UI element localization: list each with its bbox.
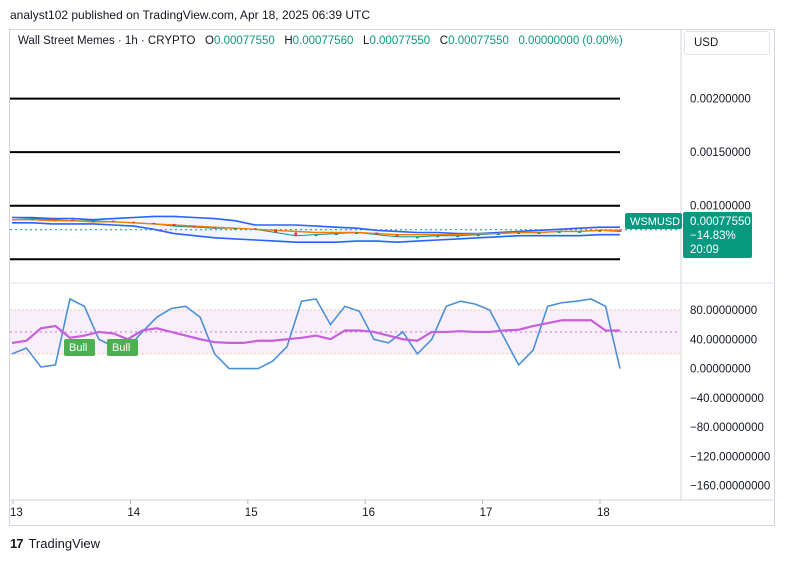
candle	[577, 231, 581, 233]
candle	[233, 228, 237, 230]
candle	[91, 220, 95, 223]
candle	[517, 232, 521, 234]
candle	[537, 232, 541, 234]
high-label: H	[284, 35, 293, 47]
candle	[415, 236, 419, 239]
price-tag-countdown: 20:09	[690, 244, 719, 256]
candle	[314, 234, 318, 237]
price-axis-label: 0.00150000	[690, 147, 751, 159]
time-axis-label: 13	[10, 507, 23, 519]
open-value: 0.00077550	[214, 35, 275, 47]
time-axis-label: 14	[127, 507, 140, 519]
stochastic-axis-label: −80.00000000	[690, 422, 764, 434]
candle	[334, 233, 338, 236]
change-value: 0.00000000 (0.00%)	[518, 35, 623, 47]
bull-signal-label: Bull	[112, 342, 130, 354]
candle	[253, 228, 257, 230]
candle	[496, 233, 500, 236]
price-tag-change: −14.83%	[690, 230, 736, 242]
bull-signal-badge	[107, 339, 138, 356]
close-value: 0.00077550	[448, 35, 509, 47]
high-value: 0.00077560	[292, 35, 354, 47]
stochastic-d-line	[11, 319, 620, 345]
candle	[213, 227, 217, 229]
brand-name: TradingView	[28, 536, 101, 551]
candle	[476, 234, 480, 237]
tradingview-brand[interactable]: 17 TradingView	[10, 536, 100, 551]
low-value: 0.00077550	[369, 35, 431, 47]
tradingview-logo-icon: 17	[10, 536, 24, 551]
candle	[172, 223, 176, 227]
price-axis-label: 0.00100000	[690, 201, 751, 213]
time-axis-label: 15	[245, 507, 258, 519]
price-tag	[683, 212, 752, 258]
stochastic-axis-label: −120.00000000	[690, 451, 770, 463]
candle	[557, 231, 561, 233]
price-tag-price: 0.00077550	[690, 216, 751, 228]
stochastic-axis-label: −160.00000000	[690, 481, 770, 493]
candle	[598, 230, 602, 232]
candle	[132, 221, 136, 224]
bollinger-upper-line	[12, 215, 620, 235]
candle	[30, 218, 34, 221]
stochastic-axis-label: 40.00000000	[690, 334, 757, 346]
stochastic-axis-label: 80.00000000	[690, 305, 757, 317]
candle	[71, 219, 75, 222]
price-axis-label: 0.00200000	[690, 94, 751, 106]
bull-signal-label: Bull	[69, 342, 87, 354]
open-label: O	[205, 35, 214, 47]
candle	[192, 226, 196, 228]
chart-frame[interactable]	[9, 29, 775, 526]
candle	[51, 218, 55, 221]
currency-selector[interactable]: USD	[684, 31, 770, 55]
time-axis-label: 17	[480, 507, 493, 519]
candle	[436, 235, 440, 238]
candle	[273, 229, 277, 233]
symbol-tag-text: WSMUSD	[630, 216, 680, 228]
candle	[618, 230, 622, 232]
symbol-legend: Wall Street Memes · 1h · CRYPTO O0.00077…	[18, 35, 623, 47]
candle	[294, 232, 298, 236]
candle	[111, 220, 115, 223]
time-axis-label: 16	[362, 507, 375, 519]
candle	[355, 232, 359, 234]
symbol-tag	[625, 213, 682, 229]
bollinger-lower-line	[12, 222, 620, 243]
candle	[456, 235, 460, 238]
candle	[152, 222, 156, 225]
candle	[375, 232, 379, 235]
low-label: L	[363, 35, 370, 47]
stochastic-axis-label: 0.00000000	[690, 364, 751, 376]
close-label: C	[439, 35, 449, 47]
bull-signal-badge	[64, 339, 95, 356]
symbol-name: Wall Street Memes · 1h · CRYPTO	[18, 35, 196, 47]
attribution-text: analyst102 published on TradingView.com,…	[10, 8, 371, 22]
time-axis-label: 18	[597, 507, 610, 519]
stochastic-axis-label: −40.00000000	[690, 393, 764, 405]
bollinger-band-fill	[12, 216, 620, 243]
candle	[395, 234, 399, 237]
